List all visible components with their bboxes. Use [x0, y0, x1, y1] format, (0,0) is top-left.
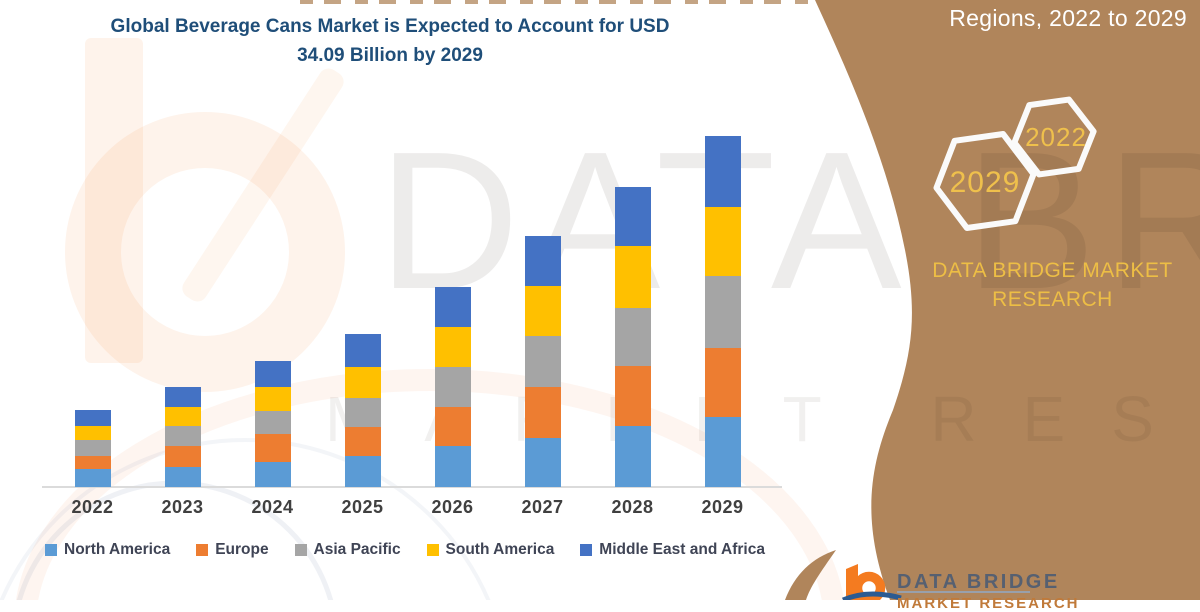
bar-segment-2028-europe: [614, 366, 651, 427]
bar-segment-2022-asia-pacific: [74, 439, 111, 457]
hexagon-small: [1011, 96, 1097, 178]
bar-segment-2029-middle-east-and-africa: [704, 135, 741, 207]
chart-title-line2: 34.09 Billion by 2029: [297, 45, 483, 66]
bar-segment-2028-south-america: [614, 245, 651, 308]
bar-segment-2026-asia-pacific: [434, 367, 471, 407]
bar-segment-2028-asia-pacific: [614, 307, 651, 367]
bar-segment-2025-south-america: [344, 367, 381, 399]
bar-segment-2024-europe: [254, 434, 291, 463]
decor-orange-arc: [16, 369, 844, 600]
bar-segment-2027-europe: [524, 387, 561, 438]
x-axis-line: [42, 486, 782, 488]
bar-segment-2022-south-america: [74, 426, 111, 440]
bar-segment-2022-north-america: [74, 469, 111, 487]
bar-2024: [254, 361, 291, 487]
bar-segment-2023-middle-east-and-africa: [164, 387, 201, 407]
legend-label: Europe: [215, 541, 269, 558]
bar-2023: [164, 387, 201, 487]
bar-segment-2023-south-america: [164, 406, 201, 427]
footer-logo-underline: [897, 591, 1030, 593]
bar-segment-2026-middle-east-and-africa: [434, 287, 471, 328]
bar-segment-2022-europe: [74, 456, 111, 470]
legend-label: South America: [445, 541, 555, 558]
x-axis-label-2022: 2022: [71, 497, 114, 517]
bar-segment-2023-asia-pacific: [164, 426, 201, 446]
footer-logo-b-bowl: [852, 571, 886, 600]
legend-item-middle-east-and-africa: Middle East and Africa: [580, 541, 765, 559]
x-axis-label-2028: 2028: [611, 497, 654, 517]
legend-swatch-icon: [45, 544, 57, 556]
bar-segment-2023-europe: [164, 445, 201, 468]
bar-segment-2027-north-america: [524, 437, 561, 487]
brown-panel-shape: [815, 0, 1200, 600]
legend-swatch-icon: [426, 544, 439, 556]
bar-segment-2025-north-america: [344, 456, 381, 487]
hexagon-large-year: 2029: [950, 166, 1021, 199]
x-axis-label-2023: 2023: [161, 497, 204, 517]
logo-b-stem-shape: [85, 38, 143, 363]
bar-segment-2024-middle-east-and-africa: [254, 361, 291, 388]
legend-item-europe: Europe: [196, 541, 269, 559]
bar-segment-2027-asia-pacific: [524, 336, 561, 387]
bar-segment-2026-europe: [434, 406, 471, 446]
logo-b-bowl-shape: [65, 112, 345, 392]
bar-segment-2025-europe: [344, 427, 381, 457]
legend-label: Asia Pacific: [313, 541, 401, 558]
panel-brand-line2: RESEARCH: [992, 288, 1113, 311]
legend-swatch-icon: [294, 544, 307, 556]
logo-slash-shape: [182, 68, 344, 302]
x-axis-label-2027: 2027: [521, 497, 564, 517]
bar-2027: [524, 236, 561, 487]
hexagon-large: [933, 131, 1037, 231]
legend-swatch-icon: [580, 544, 593, 556]
footer-logo-name: DATA BRIDGE: [897, 571, 1060, 593]
bar-2026: [434, 287, 471, 487]
bar-segment-2029-asia-pacific: [704, 275, 741, 348]
legend-label: North America: [64, 541, 171, 558]
bar-segment-2028-north-america: [614, 426, 651, 487]
bar-2028: [614, 186, 651, 487]
bar-2025: [344, 334, 381, 487]
bar-segment-2028-middle-east-and-africa: [614, 186, 651, 246]
legend-item-north-america: North America: [45, 541, 170, 559]
legend-swatch-icon: [196, 544, 209, 556]
bar-segment-2024-asia-pacific: [254, 410, 291, 435]
legend-item-asia-pacific: Asia Pacific: [294, 541, 401, 559]
bar-segment-2027-middle-east-and-africa: [524, 236, 561, 286]
bar-segment-2024-south-america: [254, 387, 291, 411]
bar-2029: [704, 135, 741, 487]
bar-segment-2023-north-america: [164, 467, 201, 487]
bar-segment-2029-south-america: [704, 206, 741, 276]
bar-segment-2026-south-america: [434, 327, 471, 368]
clipped-header-text-remnant: [300, 0, 814, 4]
bar-segment-2022-middle-east-and-africa: [74, 409, 111, 427]
bar-segment-2029-europe: [704, 347, 741, 417]
footer-logo-swoosh: [841, 591, 902, 600]
footer-logo-subline: MARKET RESEARCH: [897, 595, 1080, 612]
chart-title-line1: Global Beverage Cans Market is Expected …: [110, 16, 670, 37]
bar-segment-2025-asia-pacific: [344, 398, 381, 428]
bar-segment-2029-north-america: [704, 416, 741, 487]
footer-logo-b-stem: [846, 564, 858, 600]
bar-segment-2027-south-america: [524, 285, 561, 337]
x-axis-label-2029: 2029: [701, 497, 744, 517]
bar-segment-2024-north-america: [254, 462, 291, 487]
chart-legend: North America Europe Asia Pacific South Ame…: [45, 541, 765, 559]
chart-title: Global Beverage Cans Market is Expected …: [40, 12, 740, 70]
x-axis-label-2026: 2026: [431, 497, 474, 517]
bar-2022: [74, 409, 111, 487]
bar-segment-2025-middle-east-and-africa: [344, 334, 381, 368]
decor-blue-arc-2: [0, 438, 491, 600]
panel-brand-line1: DATA BRIDGE MARKET: [932, 259, 1173, 282]
legend-item-south-america: South America: [426, 541, 555, 559]
x-axis-label-2024: 2024: [251, 497, 294, 517]
panel-brand-text: DATA BRIDGE MARKET RESEARCH: [925, 256, 1180, 314]
bar-segment-2026-north-america: [434, 445, 471, 487]
hexagon-small-year: 2022: [1025, 122, 1087, 152]
x-axis-label-2025: 2025: [341, 497, 384, 517]
panel-caption: Regions, 2022 to 2029: [949, 5, 1187, 31]
brown-ribbon-tip: [785, 550, 836, 600]
legend-label: Middle East and Africa: [599, 541, 765, 558]
